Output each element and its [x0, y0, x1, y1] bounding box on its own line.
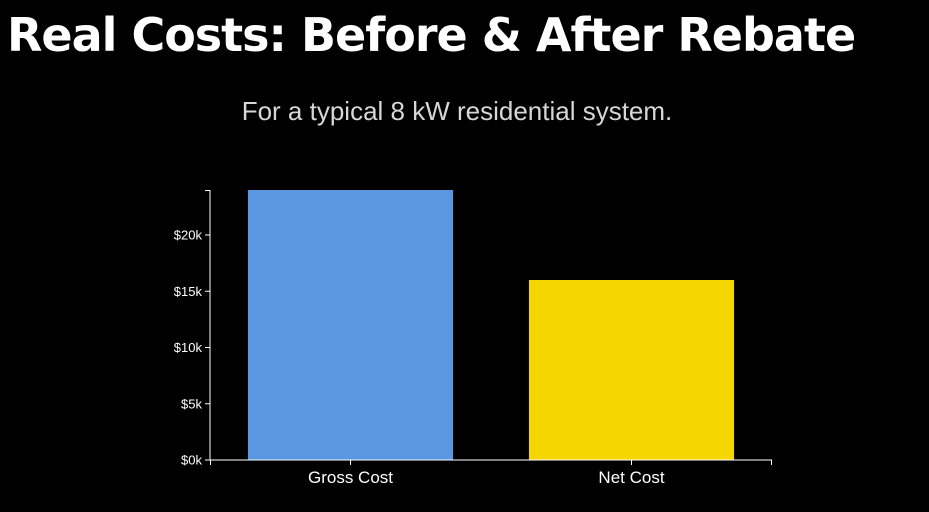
bar-gross-cost — [247, 190, 454, 460]
x-tick-label: Gross Cost — [308, 468, 393, 487]
page-title: Real Costs: Before & After Rebate — [7, 8, 856, 62]
y-tick-label: $15k — [174, 284, 203, 299]
y-tick-label: $20k — [174, 228, 203, 243]
bar-net-cost — [528, 280, 735, 460]
page-subtitle: For a typical 8 kW residential system. — [241, 96, 673, 126]
y-tick-label: $5k — [181, 396, 202, 411]
y-tick-label: $0k — [181, 453, 202, 468]
x-tick-label: Net Cost — [598, 468, 664, 487]
y-tick-label: $10k — [174, 340, 203, 355]
